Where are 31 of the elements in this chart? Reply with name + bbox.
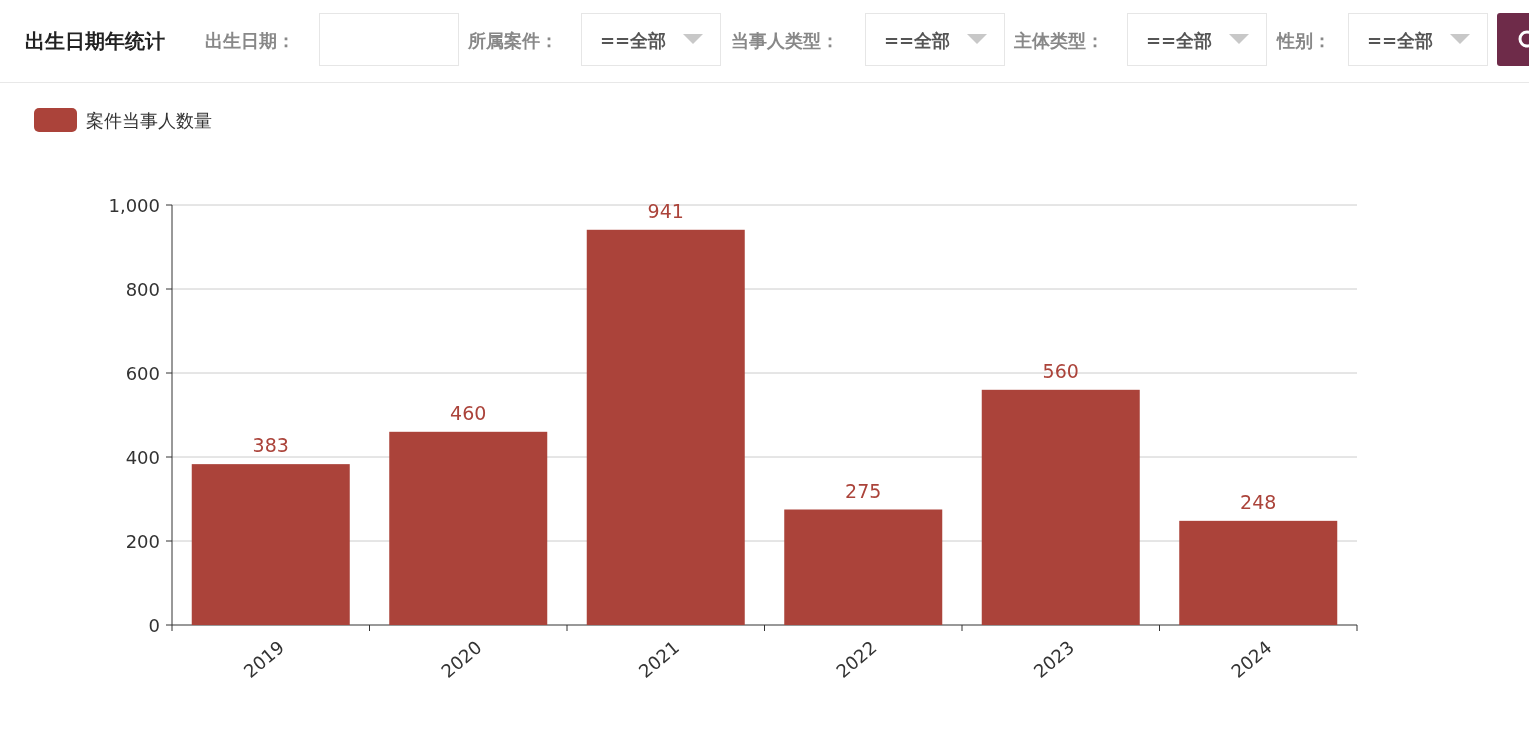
y-tick-label: 800 [125, 278, 160, 300]
y-tick-label: 0 [148, 614, 160, 636]
bar [1179, 520, 1338, 625]
y-tick-label: 1,000 [108, 194, 160, 216]
select: ==全部 [1348, 13, 1488, 66]
bar [389, 431, 548, 625]
label: 性别： [1277, 30, 1331, 51]
data-label: 460 [450, 401, 487, 424]
bar [784, 509, 943, 625]
label: 所属案件： [468, 30, 558, 51]
bar [191, 464, 350, 625]
select: ==全部 [865, 13, 1005, 66]
y-tick-label: 200 [125, 530, 160, 552]
y-tick-label: 600 [125, 362, 160, 384]
data-label: 941 [647, 199, 684, 222]
label: 当事人类型： [731, 30, 839, 51]
legend-label: 案件当事人数量 [86, 109, 212, 131]
data-label: 560 [1042, 359, 1079, 382]
header: 出生日期年统计 出生日期： 所属案件： ==全部 当事人类型： ==全部 主体类型： ==全部 性别： ==全部 [0, 13, 1529, 83]
select: ==全部 [1127, 13, 1267, 66]
bar [586, 229, 745, 625]
bar [981, 389, 1140, 625]
label: 主体类型： [1014, 30, 1104, 51]
chart-title: 出生日期年统计 [25, 29, 165, 53]
data-label: 275 [845, 479, 882, 502]
label: 出生日期： [205, 13, 459, 66]
select: ==全部 [581, 13, 721, 66]
y-tick-label: 400 [125, 446, 160, 468]
legend: 案件当事人数量 [34, 108, 212, 132]
data-label: 248 [1240, 490, 1277, 513]
data-label: 383 [252, 434, 289, 457]
